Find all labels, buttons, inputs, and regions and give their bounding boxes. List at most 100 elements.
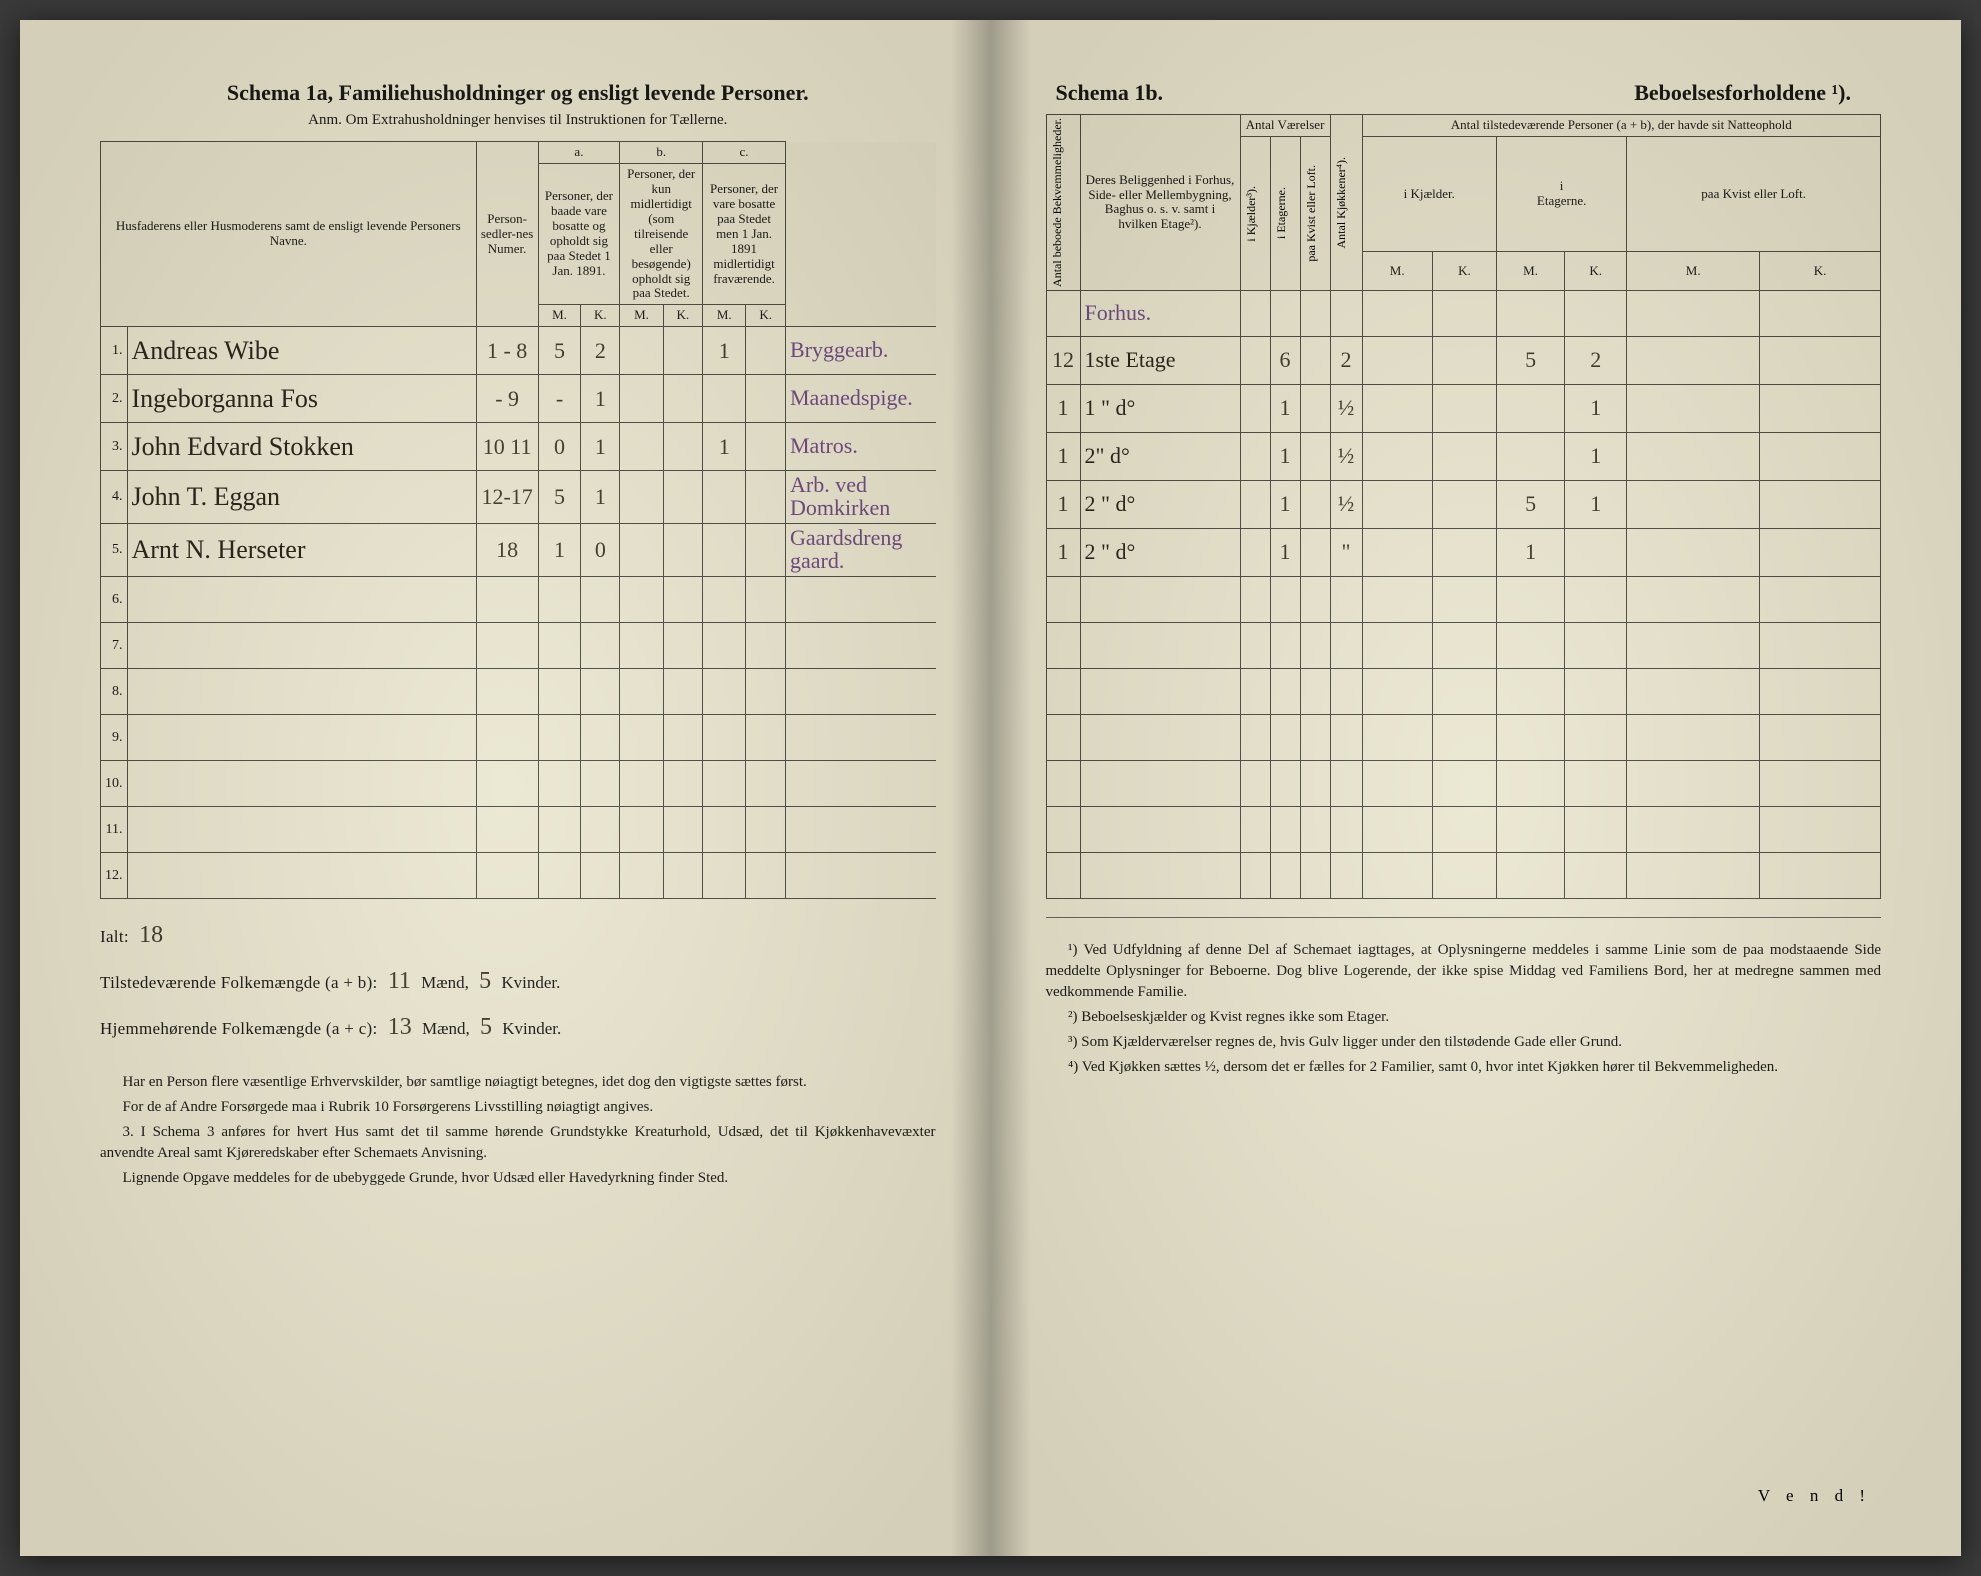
person-nr: 10 11 [476,423,538,471]
c-k [746,471,786,524]
person-nr: 12-17 [476,471,538,524]
c-m: 1 [703,423,746,471]
bekv: 1 [1046,384,1080,432]
title-1b-left: Schema 1b. [1056,80,1164,106]
b-m [620,375,663,423]
person-nr: - 9 [476,375,538,423]
person-name: John T. Eggan [127,471,476,524]
col-bekv: Antal beboede Bekvemmeligheder. [1051,118,1064,287]
table-row: 1 2" d° 1 ½ 1 [1046,432,1881,480]
b-m [620,471,663,524]
bekv: 12 [1046,336,1080,384]
hdr-a-k: K. [581,305,620,327]
c-m [703,471,746,524]
beliggenhed: 2 " d° [1080,528,1240,576]
table-row: 1. Andreas Wibe 1 - 8 5 2 1 Bryggearb. [101,327,936,375]
col-kjokken: Antal Kjøkkener⁴). [1335,157,1348,249]
person-name: John Edvard Stokken [127,423,476,471]
footnote-p4: Lignende Opgave meddeles for de ubebygge… [100,1168,936,1189]
a-m: 5 [538,327,581,375]
col-v-kjelder: i Kjælder³). [1245,186,1258,242]
table-row-empty [1046,852,1881,898]
left-page: Schema 1a, Familiehusholdninger og ensli… [20,20,991,1556]
beliggenhed: 2 " d° [1080,480,1240,528]
table-row: 1 2 " d° 1 " 1 [1046,528,1881,576]
col-names: Husfaderens eller Husmoderens samt de en… [101,142,477,327]
table-row-empty: 11. [101,807,936,853]
occupation: Arb. ved Domkirken [786,471,936,524]
a-k: 1 [581,471,620,524]
person-nr: 18 [476,524,538,577]
bekv: 1 [1046,480,1080,528]
b-m [620,524,663,577]
hdr-b-m: M. [620,305,663,327]
row-number: 2. [101,375,128,423]
resident-m-unit: Mænd, [422,1019,470,1038]
present-k: 5 [473,968,497,994]
present-m: 11 [382,968,417,994]
col-v-kvist: paa Kvist eller Loft. [1305,165,1318,262]
present-m-unit: Mænd, [421,973,469,992]
bekv: 1 [1046,528,1080,576]
fn3: ³) Som Kjælderværelser regnes de, hvis G… [1046,1032,1882,1053]
schema-1a-anm: Anm. Om Extrahusholdninger henvises til … [100,112,936,129]
sub-kvist: paa Kvist eller Loft. [1627,136,1881,251]
b-m [620,423,663,471]
resident-label: Hjemmehørende Folkemængde (a + c): [100,1019,378,1038]
table-row: 2. Ingeborganna Fos - 9 - 1 Maanedspige. [101,375,936,423]
table-row-empty: 10. [101,761,936,807]
hdr-c-k: K. [746,305,786,327]
person-name: Andreas Wibe [127,327,476,375]
beliggenhed: 2" d° [1080,432,1240,480]
c-m [703,375,746,423]
a-m: 0 [538,423,581,471]
b-k [663,375,702,423]
table-row-empty [1046,622,1881,668]
table-row-empty: 12. [101,853,936,899]
row-number: 1. [101,327,128,375]
table-row: 4. John T. Eggan 12-17 5 1 Arb. ved Domk… [101,471,936,524]
c-k [746,524,786,577]
col-a: Personer, der baade vare bosatte og opho… [538,163,620,304]
vend-label: V e n d ! [1758,1486,1871,1506]
c-k [746,327,786,375]
b-k [663,524,702,577]
a-m: 1 [538,524,581,577]
beliggenhed: 1 " d° [1080,384,1240,432]
table-row-empty: 8. [101,669,936,715]
b-m [620,327,663,375]
footnote-p3: 3. I Schema 3 anføres for hvert Hus samt… [100,1122,936,1164]
col-c: Personer, der vare bosatte paa Stedet me… [703,163,786,304]
c-m: 1 [703,327,746,375]
hdr-a-m: M. [538,305,581,327]
hdr-c-m: M. [703,305,746,327]
person-name: Ingeborganna Fos [127,375,476,423]
a-k: 1 [581,375,620,423]
a-m: - [538,375,581,423]
a-k: 2 [581,327,620,375]
right-page: Schema 1b. Beboelsesforholdene ¹). Antal… [991,20,1962,1556]
b-k [663,423,702,471]
col-a-top: a. [538,142,620,164]
beliggenhed: 1ste Etage [1080,336,1240,384]
footnote-p1: Har en Person flere væsentlige Erhvervsk… [100,1072,936,1093]
c-m [703,524,746,577]
table-row-empty [1046,576,1881,622]
book-spread: Schema 1a, Familiehusholdninger og ensli… [20,20,1961,1556]
title-1b-right: Beboelsesforholdene ¹). [1634,80,1851,106]
col-b: Personer, der kun midlertidigt (som tilr… [620,163,703,304]
col-person-nr: Person-sedler-nes Numer. [476,142,538,327]
present-k-unit: Kvinder. [501,973,560,992]
table-row-empty: 9. [101,715,936,761]
col-belig: Deres Beliggenhed i Forhus, Side- eller … [1080,115,1240,291]
table-row-empty [1046,760,1881,806]
b-k [663,327,702,375]
table-row-empty [1046,806,1881,852]
table-row: 5. Arnt N. Herseter 18 1 0 Gaardsdreng g… [101,524,936,577]
fn1: ¹) Ved Udfyldning af denne Del af Schema… [1046,940,1882,1003]
ialt-label: Ialt: [100,927,129,946]
occupation: Maanedspige. [786,375,936,423]
table-row-empty [1046,714,1881,760]
fn2: ²) Beboelseskjælder og Kvist regnes ikke… [1046,1007,1882,1028]
grp-vaerelser: Antal Værelser [1240,115,1330,137]
